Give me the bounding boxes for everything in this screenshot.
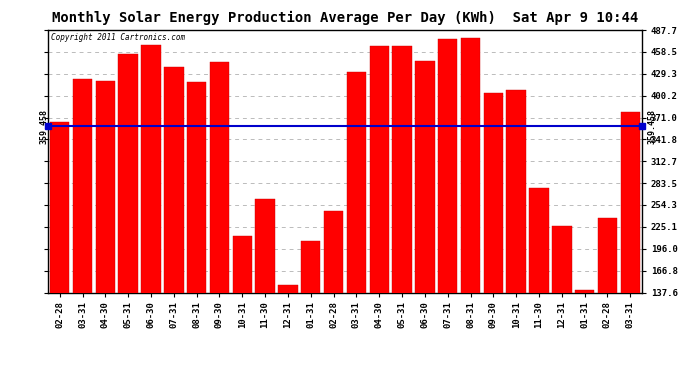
Text: 8.638: 8.638 (263, 373, 268, 375)
Text: 14.676: 14.676 (217, 366, 222, 375)
Bar (50, 122, 70, 375)
Bar (324, 211, 344, 375)
Bar (73, 80, 92, 375)
Text: 14.481: 14.481 (171, 367, 177, 375)
Bar (598, 218, 617, 375)
Text: 15.732: 15.732 (468, 366, 473, 375)
Text: 7.825: 7.825 (605, 374, 610, 375)
Text: 13.799: 13.799 (194, 367, 199, 375)
Bar (210, 62, 229, 375)
Text: 359.458: 359.458 (39, 109, 48, 144)
Text: 359.458: 359.458 (648, 109, 657, 144)
Text: Copyright 2011 Cartronics.com: Copyright 2011 Cartronics.com (51, 33, 186, 42)
Bar (370, 46, 389, 375)
Bar (506, 90, 526, 375)
Text: 14.243: 14.243 (354, 367, 359, 375)
Bar (438, 39, 457, 375)
Bar (346, 72, 366, 375)
Text: Monthly Solar Energy Production Average Per Day (KWh)  Sat Apr 9 10:44: Monthly Solar Energy Production Average … (52, 11, 638, 26)
Bar (187, 82, 206, 375)
Bar (141, 45, 161, 375)
Text: 15.407: 15.407 (148, 366, 153, 375)
Text: 15.029: 15.029 (126, 366, 130, 375)
Text: 9.158: 9.158 (537, 373, 542, 375)
Text: 15.674: 15.674 (445, 366, 450, 375)
Bar (415, 60, 435, 375)
Text: 15.399: 15.399 (377, 366, 382, 375)
Text: 12.055: 12.055 (57, 368, 62, 375)
Text: 13.861: 13.861 (103, 367, 108, 375)
Bar (119, 54, 138, 375)
Text: 13.327: 13.327 (491, 367, 496, 375)
Text: 15.399: 15.399 (400, 366, 404, 375)
Text: 13.459: 13.459 (513, 367, 519, 375)
Bar (552, 226, 571, 375)
Bar (529, 188, 549, 375)
Bar (278, 285, 297, 375)
Text: 8.133: 8.133 (331, 373, 336, 375)
Text: 14.745: 14.745 (422, 366, 427, 375)
Text: 7.470: 7.470 (560, 374, 564, 375)
Bar (484, 93, 503, 375)
Bar (233, 236, 252, 375)
Text: 12.466: 12.466 (628, 368, 633, 375)
Text: 13.916: 13.916 (80, 367, 85, 375)
Bar (96, 81, 115, 375)
Text: 7.043: 7.043 (240, 374, 245, 375)
Bar (461, 38, 480, 375)
Bar (620, 112, 640, 375)
Bar (393, 46, 412, 375)
Bar (301, 240, 320, 375)
Bar (255, 200, 275, 375)
Bar (575, 290, 594, 375)
Text: 6.826: 6.826 (308, 374, 313, 375)
Bar (164, 66, 184, 375)
